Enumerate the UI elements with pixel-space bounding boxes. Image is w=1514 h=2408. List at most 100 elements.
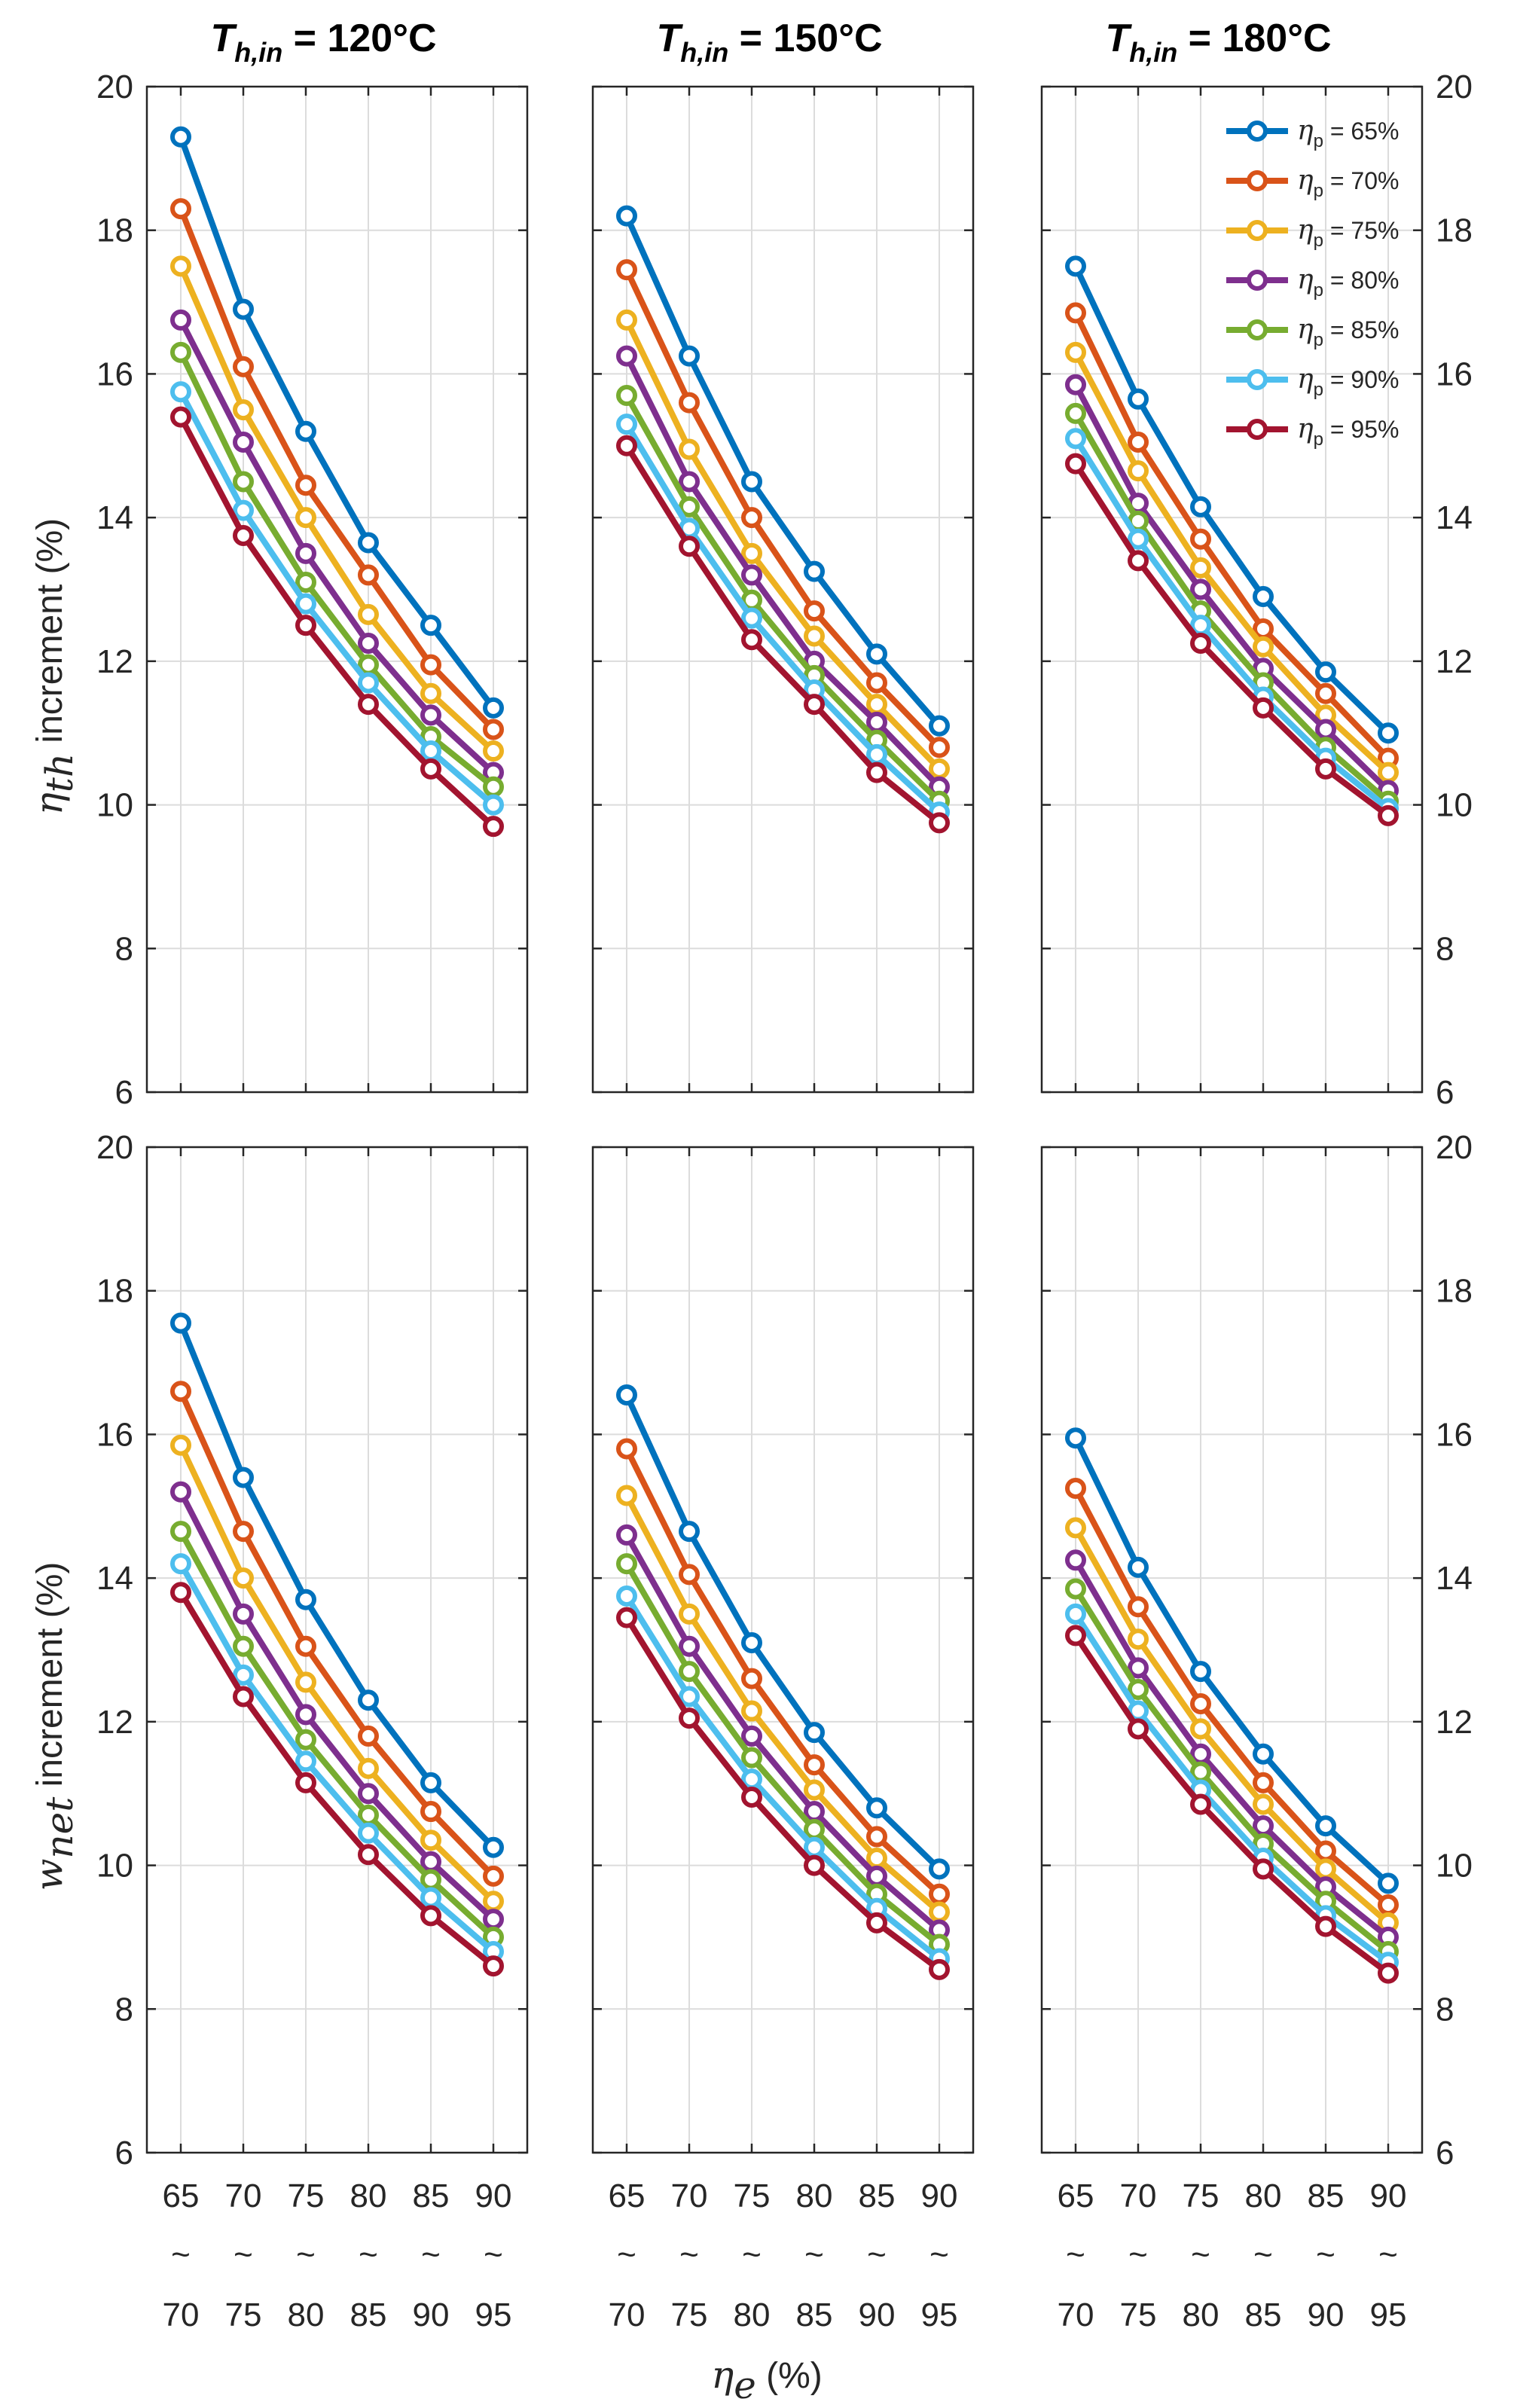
data-point (170, 381, 191, 403)
data-point (1190, 578, 1211, 600)
legend-entry-subscript: p (1314, 330, 1323, 350)
series-line (178, 264, 496, 753)
x-tick-label-tilde: ~ (1253, 2236, 1273, 2273)
data-point (233, 1521, 254, 1543)
data-point (358, 1725, 379, 1747)
x-tick-label-bottom: 95 (921, 2297, 958, 2333)
data-point (233, 356, 254, 377)
x-tick-label-tilde: ~ (742, 2236, 762, 2273)
data-point (866, 1912, 887, 1933)
data-point (1253, 1772, 1274, 1793)
panel-r1-c1: 65 ~70 70 ~75 75 ~80 80 ~85 85 ~90 90 ~95 (591, 1146, 975, 2333)
data-point (1128, 432, 1149, 453)
series-line (178, 1390, 496, 1878)
data-point (1315, 758, 1336, 780)
data-point (170, 198, 191, 220)
data-point (233, 1635, 254, 1657)
y-axis-label-top: ηth increment (%) (27, 518, 81, 815)
x-tick-label-tilde: ~ (804, 2236, 824, 2273)
data-point (741, 607, 762, 629)
data-point (616, 1485, 637, 1506)
data-point (679, 471, 700, 493)
legend-entry: ηp = 75% (1297, 215, 1399, 251)
data-point (1065, 453, 1086, 475)
x-tick-label-top: 75 (734, 2178, 771, 2214)
data-point (616, 414, 637, 435)
data-point (929, 758, 950, 780)
data-point (295, 615, 316, 636)
legend-entry: ηp = 65% (1297, 115, 1399, 151)
x-tick-label-tilde: ~ (1191, 2236, 1210, 2273)
data-point (804, 1722, 825, 1744)
y-tick-label: 12 (96, 1704, 133, 1741)
data-point (1190, 1661, 1211, 1683)
series-line (624, 1616, 942, 1973)
legend-entry-symbol: η (1297, 314, 1314, 345)
data-point (616, 1384, 637, 1405)
data-point (295, 542, 316, 564)
data-point (804, 1779, 825, 1801)
y-tick-label: 8 (115, 1991, 133, 2028)
data-point (1128, 1556, 1149, 1578)
data-point (866, 672, 887, 694)
series-line (1073, 350, 1390, 775)
y-tick-label: 6 (1436, 2135, 1454, 2171)
y-tick-label: 20 (1436, 69, 1473, 105)
x-tick-label-tilde: ~ (484, 2236, 503, 2273)
data-point (679, 1686, 700, 1708)
data-point (170, 1312, 191, 1334)
series-line (624, 268, 942, 750)
data-point (866, 643, 887, 665)
x-tick-label-top: 70 (225, 2178, 262, 2214)
data-point (1190, 528, 1211, 550)
series-line (178, 1322, 496, 1850)
data-point (295, 475, 316, 496)
x-tick-label-bottom: 75 (1120, 2297, 1157, 2333)
data-point (483, 1909, 504, 1930)
legend-entry-subscript: p (1314, 230, 1323, 251)
data-point (804, 560, 825, 582)
data-point (483, 816, 504, 838)
data-point (679, 1603, 700, 1625)
column-title-symbol: T (210, 17, 237, 60)
data-point (170, 1582, 191, 1604)
series-line (1073, 1587, 1390, 1955)
data-point (358, 1822, 379, 1844)
series-line (624, 1562, 942, 1947)
x-tick-label-bottom: 70 (163, 2297, 200, 2333)
data-point (1190, 496, 1211, 517)
y-tick-label: 14 (1436, 1560, 1473, 1597)
x-tick-label-top: 80 (796, 2178, 833, 2214)
data-point (679, 1564, 700, 1585)
legend-swatch-marker (1247, 319, 1268, 340)
panel-r0-c1 (591, 85, 975, 1094)
data-point (420, 682, 441, 704)
legend-swatch-marker (1247, 170, 1268, 191)
y-axis-label-top-symbol: η (27, 792, 71, 815)
x-tick-label-top: 80 (350, 2178, 387, 2214)
data-point (358, 694, 379, 716)
data-point (929, 1958, 950, 1980)
data-point (679, 1521, 700, 1543)
data-point (1378, 761, 1399, 783)
legend-entry-label: = 90% (1323, 366, 1400, 393)
column-title-text: = 180°C (1177, 17, 1331, 60)
data-point (616, 1585, 637, 1607)
data-point (170, 1381, 191, 1402)
y-tick-label: 10 (1436, 1848, 1473, 1885)
data-point (616, 259, 637, 281)
x-tick-label-bottom: 75 (225, 2297, 262, 2333)
data-point (170, 1521, 191, 1543)
y-tick-label: 6 (1436, 1074, 1454, 1111)
x-tick-label-top: 75 (1183, 2178, 1219, 2214)
data-point (679, 1635, 700, 1657)
legend-entry: ηp = 95% (1297, 414, 1399, 450)
data-point (1253, 1793, 1274, 1815)
data-point (170, 126, 191, 148)
legend-entry-subscript: p (1314, 181, 1323, 201)
x-tick-label-bottom: 95 (1370, 2297, 1407, 2333)
data-point (866, 694, 887, 716)
data-point (1065, 1625, 1086, 1647)
x-tick-label-bottom: 75 (671, 2297, 708, 2333)
column-title: Th,in = 150°C (656, 17, 882, 68)
